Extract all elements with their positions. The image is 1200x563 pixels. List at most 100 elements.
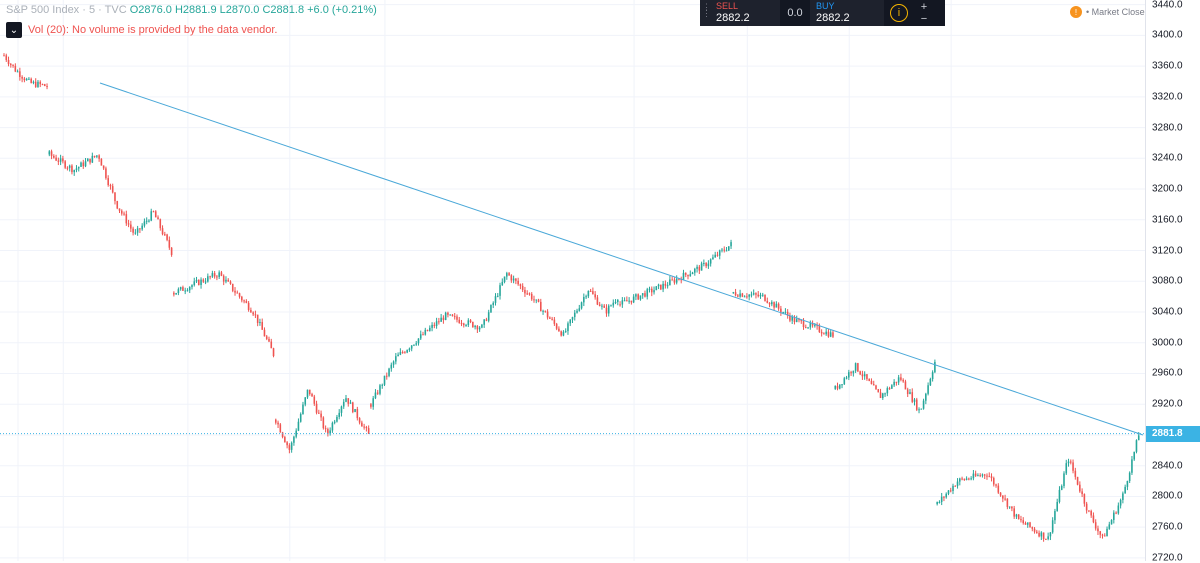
candle-body: [1117, 505, 1120, 514]
candle-body: [202, 279, 205, 282]
candle-body: [614, 301, 617, 303]
candle-body: [270, 341, 273, 349]
candle-body: [204, 281, 207, 283]
price-tick-label: 3040.0: [1152, 306, 1183, 318]
candle-body: [340, 406, 343, 413]
candle-body: [385, 375, 388, 377]
candle-body: [404, 352, 406, 354]
candle-body: [1079, 484, 1081, 492]
candle-body: [734, 292, 737, 296]
candle-body: [370, 404, 372, 407]
candle-body: [413, 344, 415, 346]
candle-body: [465, 325, 467, 327]
price-axis[interactable]: 3440.0 3400.0 3360.0 3320.0 3280.0 3240.0 3200…: [1145, 0, 1200, 563]
candle-body: [752, 293, 755, 295]
candle-body: [392, 361, 395, 365]
candle-body: [84, 161, 87, 167]
candle-body: [605, 307, 608, 314]
info-button[interactable]: i: [884, 0, 914, 26]
candle-body: [1060, 485, 1063, 490]
candle-body: [956, 481, 959, 486]
market-status[interactable]: ! • Market Closed: [1070, 6, 1150, 18]
price-tick-label: 3320.0: [1152, 91, 1183, 103]
candle-body: [501, 281, 504, 286]
candle-body: [229, 281, 232, 284]
candle-body: [234, 290, 236, 293]
plus-icon[interactable]: +: [920, 1, 928, 13]
candle-body: [544, 310, 547, 312]
candle-body: [1024, 523, 1027, 525]
candle-body: [449, 314, 451, 316]
candle-body: [444, 312, 447, 321]
candle-body: [481, 324, 483, 328]
legend-change: +6.0 (+0.21%): [307, 4, 377, 16]
candle-body: [424, 329, 427, 335]
candle-body: [1047, 536, 1049, 540]
candle-body: [114, 192, 116, 202]
candle-body: [73, 169, 76, 173]
candle-body: [311, 394, 313, 397]
candle-body: [487, 312, 490, 321]
candle-body: [503, 276, 506, 282]
candle-body: [141, 225, 143, 230]
candle-body: [773, 302, 775, 308]
candle-body: [816, 325, 818, 327]
candle-body: [438, 321, 440, 323]
candle-body: [46, 86, 48, 88]
candle-body: [415, 343, 418, 345]
candle-body: [333, 421, 336, 423]
candle-body: [252, 312, 254, 315]
candle-body: [1103, 535, 1106, 537]
candle-body: [818, 325, 821, 332]
candle-body: [431, 324, 433, 328]
candle-body: [519, 284, 522, 286]
candle-body: [925, 393, 927, 401]
price-chart-pane[interactable]: [0, 0, 1145, 561]
candle-body: [494, 296, 497, 303]
candle-body: [331, 422, 334, 431]
chevron-down-icon[interactable]: ⌄: [6, 22, 22, 38]
candle-body: [884, 393, 886, 395]
candle-body: [603, 305, 606, 308]
candle-body: [610, 305, 612, 307]
candle-body: [1101, 534, 1104, 536]
candle-body: [295, 430, 297, 437]
quantity-stepper: + −: [914, 0, 934, 26]
candle-body: [804, 327, 807, 329]
candle-body: [68, 165, 71, 168]
candle-body: [166, 234, 168, 240]
candle-body: [857, 363, 859, 372]
candle-body: [709, 259, 712, 264]
candle-body: [963, 478, 966, 480]
candle-body: [91, 155, 94, 163]
candle-body: [1122, 493, 1124, 500]
candle-body: [299, 413, 302, 422]
candle-body: [1072, 462, 1074, 471]
candle-body: [612, 302, 615, 306]
candle-body: [59, 158, 62, 162]
candle-body: [893, 381, 895, 386]
candle-body: [227, 279, 230, 282]
candle-body: [571, 317, 574, 320]
candle-body: [474, 325, 476, 328]
sell-button[interactable]: ⋮ ⋮ SELL 2882.2: [700, 0, 780, 26]
drag-handle-icon[interactable]: ⋮ ⋮: [702, 2, 711, 18]
candle-body: [825, 331, 827, 335]
candle-body: [1088, 510, 1090, 512]
candle-body: [157, 217, 159, 220]
candle-body: [245, 301, 248, 303]
candle-body: [48, 151, 51, 155]
minus-icon[interactable]: −: [920, 13, 928, 25]
candle-body: [130, 224, 132, 229]
buy-button[interactable]: BUY 2882.2: [810, 0, 884, 26]
price-tick-label: 3160.0: [1152, 214, 1183, 226]
candle-body: [621, 300, 624, 305]
candle-body: [77, 166, 80, 169]
candle-body: [759, 294, 762, 297]
candle-body: [5, 55, 8, 61]
candle-body: [730, 242, 732, 247]
candle-body: [381, 384, 384, 386]
candle-body: [1094, 522, 1097, 529]
candle-body: [1058, 489, 1061, 502]
symbol-title[interactable]: S&P 500 Index · 5 · TVC: [6, 4, 127, 16]
